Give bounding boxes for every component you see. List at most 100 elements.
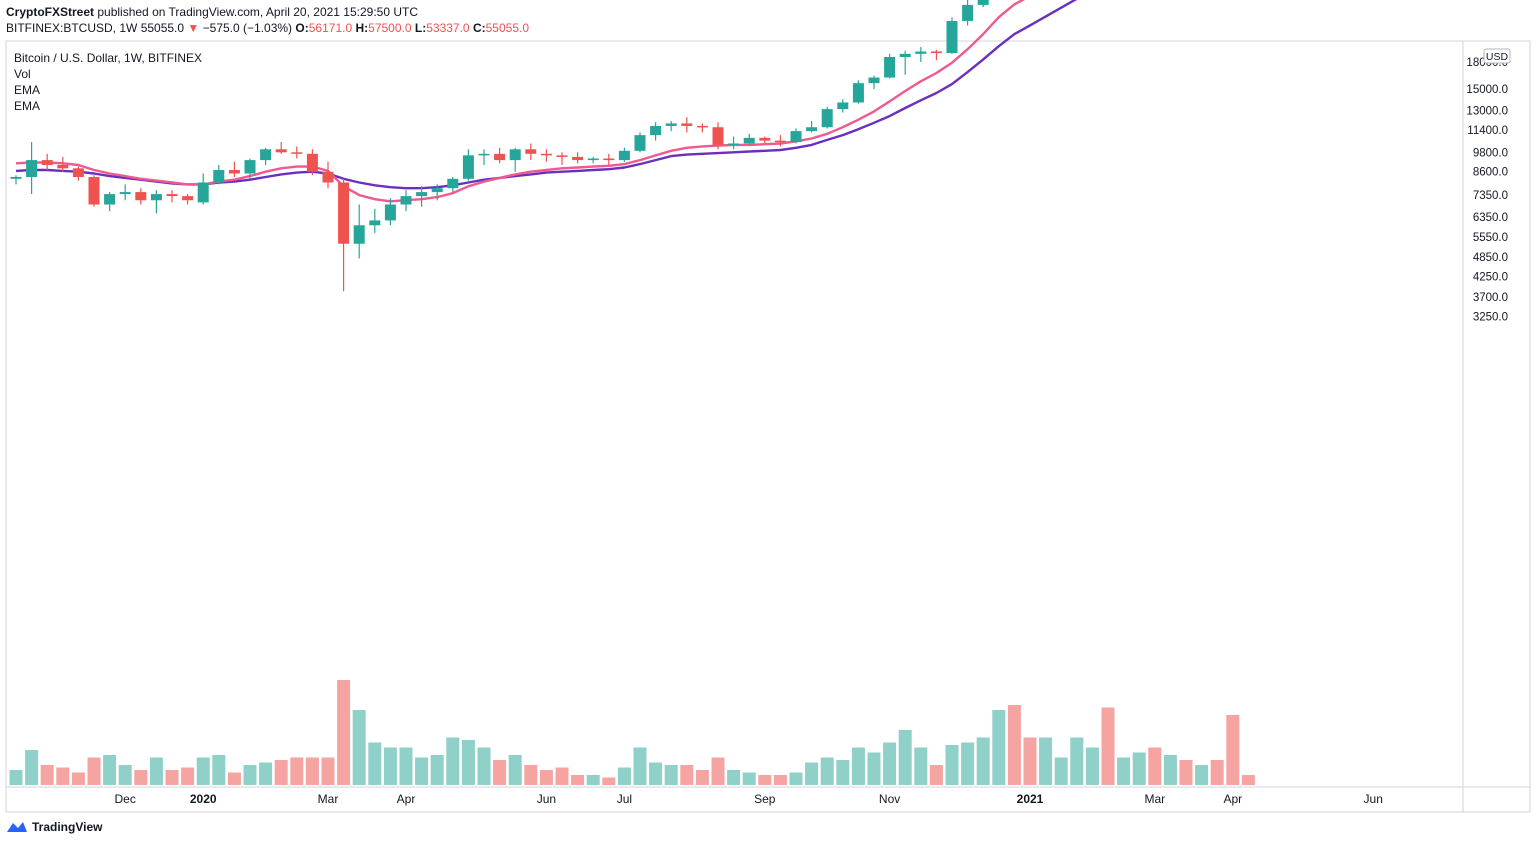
volume-bar bbox=[461, 740, 475, 785]
volume-bar bbox=[929, 765, 943, 785]
volume-bar bbox=[1101, 707, 1115, 785]
candle-body bbox=[26, 160, 38, 178]
volume-bar bbox=[649, 762, 663, 785]
candle-body bbox=[681, 123, 693, 126]
candle-body bbox=[556, 155, 568, 157]
candle-body bbox=[10, 177, 22, 179]
candle-body bbox=[119, 192, 131, 195]
candle-body bbox=[431, 188, 443, 193]
volume-bar bbox=[805, 762, 819, 785]
candle-body bbox=[384, 204, 396, 221]
candle-body bbox=[260, 149, 272, 161]
candle-body bbox=[665, 123, 677, 126]
candle-body bbox=[837, 102, 849, 110]
volume-bar bbox=[571, 775, 585, 785]
volume-bar bbox=[633, 747, 647, 785]
candle-body bbox=[540, 153, 552, 156]
volume-bar bbox=[539, 770, 553, 785]
volume-bar bbox=[867, 752, 881, 785]
volume-bar bbox=[976, 737, 990, 785]
legend-title[interactable]: Bitcoin / U.S. Dollar, 1W, BITFINEX bbox=[14, 51, 203, 65]
x-tick-label: Jun bbox=[1364, 792, 1383, 806]
x-tick-label: Sep bbox=[754, 792, 776, 806]
volume-bar bbox=[883, 742, 897, 785]
volume-bar bbox=[586, 775, 600, 785]
volume-bar bbox=[773, 775, 787, 785]
published-text: published on TradingView.com, April 20, … bbox=[97, 5, 419, 19]
legend-vol[interactable]: Vol bbox=[14, 67, 31, 81]
volume-bar bbox=[352, 710, 366, 785]
x-tick-label: 2020 bbox=[190, 792, 217, 806]
close-value: 55055.0 bbox=[485, 21, 530, 35]
volume-bar bbox=[1148, 747, 1162, 785]
currency-label: USD bbox=[1486, 51, 1509, 63]
close-label: C: bbox=[472, 21, 486, 35]
volume-bar bbox=[87, 757, 101, 785]
tradingview-footer[interactable]: TradingView bbox=[6, 820, 102, 834]
open-value: 56171.0 bbox=[308, 21, 353, 35]
volume-bar bbox=[992, 710, 1006, 785]
volume-bar bbox=[118, 765, 132, 785]
candle-body bbox=[369, 220, 381, 226]
price-change: −575.0 (−1.03%) bbox=[202, 21, 293, 35]
volume-bar bbox=[243, 765, 257, 785]
last-price: 55055.0 bbox=[140, 21, 185, 35]
candle-body bbox=[743, 137, 755, 144]
x-tick-label: Mar bbox=[318, 792, 339, 806]
volume-bar bbox=[1054, 757, 1068, 785]
volume-bar bbox=[430, 755, 444, 785]
candle-body bbox=[478, 153, 490, 156]
candle-body bbox=[587, 158, 599, 161]
candle-body bbox=[728, 143, 740, 145]
y-tick-label: 3250.0 bbox=[1473, 311, 1508, 323]
candle-body bbox=[572, 156, 584, 161]
candle-body bbox=[821, 109, 833, 128]
volume-bar bbox=[758, 775, 772, 785]
candle-body bbox=[603, 158, 615, 161]
volume-bar bbox=[617, 767, 631, 785]
y-tick-label: 5550.0 bbox=[1473, 232, 1508, 244]
volume-bar bbox=[898, 730, 912, 785]
candle-body bbox=[712, 127, 724, 145]
candle-body bbox=[634, 135, 646, 151]
x-tick-label: Mar bbox=[1144, 792, 1165, 806]
symbol-text: BITFINEX:BTCUSD, 1W bbox=[6, 21, 138, 35]
volume-bar bbox=[40, 765, 54, 785]
candle-body bbox=[899, 53, 911, 57]
volume-bar bbox=[25, 750, 39, 785]
publish-header: CryptoFXStreet published on TradingView.… bbox=[6, 4, 418, 21]
volume-bar bbox=[274, 760, 288, 785]
candle-body bbox=[306, 153, 318, 172]
volume-bar bbox=[305, 757, 319, 785]
volume-bar bbox=[1195, 765, 1209, 785]
candle-body bbox=[696, 125, 708, 128]
volume-bar bbox=[695, 770, 709, 785]
legend-ema-2[interactable]: EMA bbox=[14, 99, 41, 113]
volume-bar bbox=[742, 772, 756, 785]
legend-ema-1[interactable]: EMA bbox=[14, 83, 41, 97]
volume-bar bbox=[1210, 760, 1224, 785]
volume-bar bbox=[1023, 737, 1037, 785]
candle-body bbox=[166, 194, 178, 197]
volume-bar bbox=[836, 760, 850, 785]
volume-bar bbox=[415, 757, 429, 785]
low-value: 53337.0 bbox=[426, 21, 470, 35]
candle-body bbox=[915, 51, 927, 54]
volume-bar bbox=[945, 745, 959, 785]
y-tick-label: 9800.0 bbox=[1473, 147, 1508, 159]
volume-bar bbox=[664, 765, 678, 785]
candle-body bbox=[197, 182, 209, 203]
candle-body bbox=[790, 131, 802, 143]
volume-bar bbox=[290, 757, 304, 785]
volume-bar bbox=[1241, 775, 1255, 785]
candle-body bbox=[41, 160, 53, 165]
author-name[interactable]: CryptoFXStreet bbox=[6, 5, 95, 19]
candle-body bbox=[72, 168, 84, 178]
y-tick-label: 15000.0 bbox=[1466, 84, 1508, 96]
candle-body bbox=[509, 149, 521, 161]
candle-body bbox=[400, 196, 412, 205]
candle-body bbox=[135, 192, 147, 201]
y-tick-label: 13000.0 bbox=[1466, 105, 1508, 117]
x-tick-label: Apr bbox=[397, 792, 416, 806]
